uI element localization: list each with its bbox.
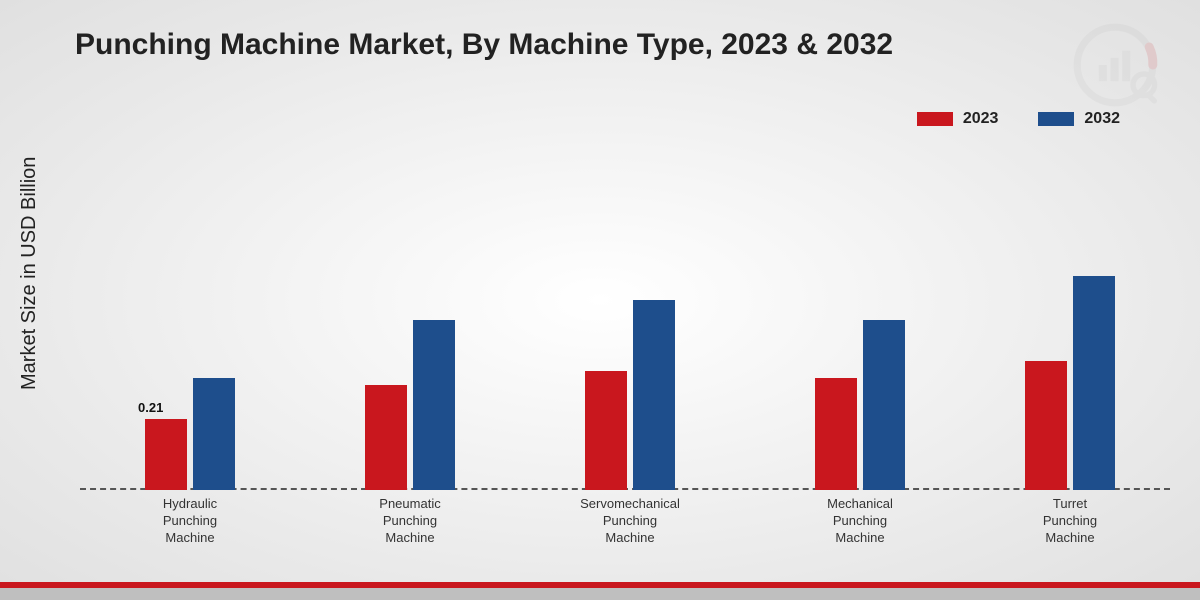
footer-bar (0, 582, 1200, 600)
bar-2032-hydraulic (193, 378, 235, 490)
legend-item-2023: 2023 (917, 110, 999, 128)
legend-label-2032: 2032 (1084, 110, 1120, 128)
x-label-4: Turret Punching Machine (1000, 496, 1140, 547)
bar-2023-turret (1025, 361, 1067, 490)
chart-page: Punching Machine Market, By Machine Type… (0, 0, 1200, 600)
x-axis-labels: Hydraulic Punching Machine Pneumatic Pun… (80, 496, 1170, 566)
bar-2023-servomechanical (585, 371, 627, 490)
bar-2023-pneumatic (365, 385, 407, 490)
legend-label-2023: 2023 (963, 110, 999, 128)
bar-2032-servomechanical (633, 300, 675, 490)
bar-2032-turret (1073, 276, 1115, 490)
bar-2032-pneumatic (413, 320, 455, 490)
bar-2032-mechanical (863, 320, 905, 490)
bar-group-3 (790, 320, 930, 490)
bar-group-4 (1000, 276, 1140, 490)
x-label-3: Mechanical Punching Machine (790, 496, 930, 547)
legend-item-2032: 2032 (1038, 110, 1120, 128)
footer-gray-stripe (0, 588, 1200, 600)
legend-swatch-2032 (1038, 112, 1074, 126)
bar-group-0 (120, 378, 260, 490)
legend: 2023 2032 (917, 110, 1120, 128)
bar-2023-hydraulic (145, 419, 187, 490)
bar-group-2 (560, 300, 700, 490)
legend-swatch-2023 (917, 112, 953, 126)
data-label-0: 0.21 (138, 400, 163, 415)
plot-area: 0.21 (80, 150, 1170, 490)
x-label-0: Hydraulic Punching Machine (120, 496, 260, 547)
bar-2023-mechanical (815, 378, 857, 490)
x-label-2: Servomechanical Punching Machine (560, 496, 700, 547)
watermark-logo-icon (1070, 20, 1160, 110)
bar-group-1 (340, 320, 480, 490)
chart-title: Punching Machine Market, By Machine Type… (75, 28, 893, 62)
y-axis-label: Market Size in USD Billion (18, 157, 41, 390)
x-label-1: Pneumatic Punching Machine (340, 496, 480, 547)
